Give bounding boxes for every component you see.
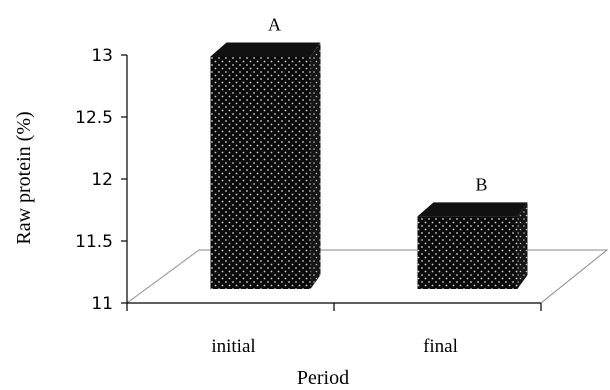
y-tick-label: 12 bbox=[91, 170, 113, 190]
floor-plane bbox=[126, 249, 609, 304]
bar-data-label: A bbox=[268, 14, 281, 34]
bar-data-label: B bbox=[475, 174, 487, 194]
x-axis: initial final bbox=[126, 302, 542, 357]
y-tick-label: 11 bbox=[91, 294, 113, 314]
bar-front bbox=[210, 56, 311, 289]
x-axis-title: Period bbox=[297, 367, 349, 389]
y-tick-label: 12.5 bbox=[75, 108, 113, 128]
y-tick-label: 13 bbox=[91, 46, 113, 66]
x-category-label: initial bbox=[211, 336, 255, 357]
x-category-label: final bbox=[423, 336, 458, 357]
y-tick-label: 11.5 bbox=[75, 232, 113, 252]
bar-top bbox=[417, 202, 528, 217]
floor-outline bbox=[126, 249, 609, 304]
bar: B bbox=[417, 174, 528, 289]
bar-side bbox=[517, 202, 528, 289]
bar: A bbox=[210, 14, 321, 289]
y-axis-title: Raw protein (%) bbox=[13, 111, 35, 244]
bar-front bbox=[417, 216, 518, 289]
y-axis: 11 11.5 12 12.5 13 bbox=[75, 46, 128, 314]
bar-top bbox=[210, 42, 321, 57]
bars: AB bbox=[210, 14, 528, 289]
bar-side bbox=[310, 42, 321, 289]
